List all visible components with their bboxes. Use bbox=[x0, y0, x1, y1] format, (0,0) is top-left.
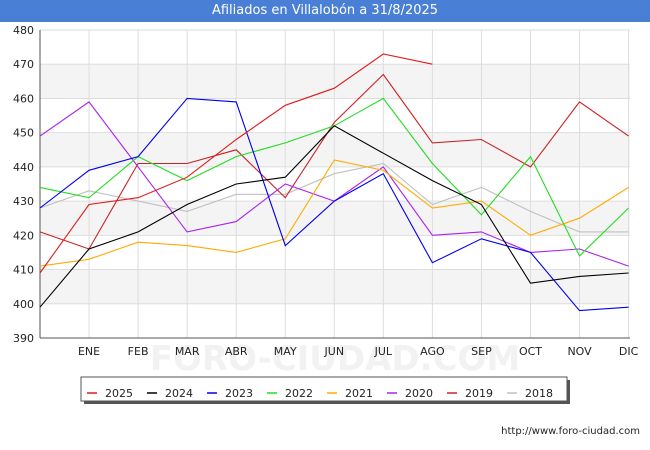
y-tick-label: 440 bbox=[13, 161, 34, 174]
x-tick-label: DIC bbox=[619, 345, 639, 358]
x-tick-label: ABR bbox=[225, 345, 248, 358]
legend-label-2023: 2023 bbox=[225, 387, 253, 400]
y-tick-label: 390 bbox=[13, 332, 34, 345]
y-tick-label: 410 bbox=[13, 264, 34, 277]
watermark-text: FORO-CIUDAD.COM bbox=[150, 339, 521, 379]
series-line-2019 bbox=[39, 73, 629, 250]
y-tick-label: 460 bbox=[13, 92, 34, 105]
legend-label-2025: 2025 bbox=[105, 387, 133, 400]
legend-label-2021: 2021 bbox=[345, 387, 373, 400]
legend-label-2019: 2019 bbox=[465, 387, 493, 400]
x-tick-label: JUL bbox=[374, 345, 393, 358]
x-tick-label: JUN bbox=[324, 345, 345, 358]
x-tick-label: OCT bbox=[519, 345, 542, 358]
grid-band bbox=[40, 201, 630, 236]
legend-box bbox=[80, 376, 568, 402]
legend-label-2024: 2024 bbox=[165, 387, 193, 400]
y-tick-label: 420 bbox=[13, 229, 34, 242]
series-line-2023 bbox=[39, 97, 629, 312]
y-tick-label: 400 bbox=[13, 298, 34, 311]
x-tick-label: NOV bbox=[567, 345, 592, 358]
series-line-2021 bbox=[39, 159, 629, 267]
legend-label-2022: 2022 bbox=[285, 387, 313, 400]
series-line-2024 bbox=[39, 125, 629, 308]
grid-band bbox=[40, 64, 630, 99]
y-tick-label: 470 bbox=[13, 58, 34, 71]
x-tick-label: SEP bbox=[471, 345, 492, 358]
y-tick-label: 430 bbox=[13, 195, 34, 208]
series-line-2018 bbox=[39, 162, 629, 233]
y-tick-label: 480 bbox=[13, 24, 34, 37]
x-tick-label: MAR bbox=[175, 345, 200, 358]
x-tick-label: AGO bbox=[420, 345, 445, 358]
x-tick-label: ENE bbox=[78, 345, 100, 358]
watermark-url: http://www.foro-ciudad.com bbox=[501, 426, 640, 437]
legend-label-2018: 2018 bbox=[525, 387, 553, 400]
x-tick-label: FEB bbox=[128, 345, 149, 358]
grid-band bbox=[40, 269, 630, 304]
legend-label-2020: 2020 bbox=[405, 387, 433, 400]
x-tick-label: MAY bbox=[274, 345, 297, 358]
y-tick-label: 450 bbox=[13, 127, 34, 140]
series-line-2025 bbox=[39, 53, 433, 274]
chart-title: Afiliados en Villalobón a 31/8/2025 bbox=[0, 0, 650, 22]
grid-band bbox=[40, 132, 630, 167]
